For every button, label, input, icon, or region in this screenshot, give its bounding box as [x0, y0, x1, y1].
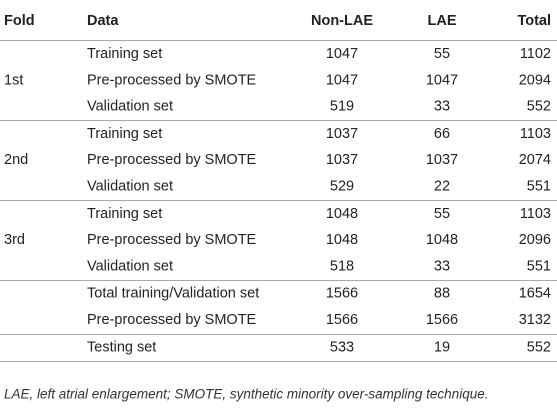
number-cell: 1566	[426, 312, 458, 328]
number-cell: 33	[434, 258, 450, 274]
number-cell: 1047	[326, 72, 358, 88]
row-label: Training set	[87, 46, 162, 62]
number-cell: 3132	[519, 312, 551, 328]
number-cell: 1037	[326, 126, 358, 142]
number-cell: 518	[330, 258, 354, 274]
fold-label: 3rd	[4, 232, 25, 248]
number-cell: 552	[527, 339, 551, 355]
number-cell: 33	[434, 99, 450, 115]
number-cell: 88	[434, 286, 450, 302]
row-label: Pre-processed by SMOTE	[87, 72, 257, 88]
number-cell: 55	[434, 206, 450, 222]
number-cell: 1654	[519, 286, 551, 302]
row-label: Validation set	[87, 178, 173, 194]
fold-label: 1st	[4, 72, 23, 88]
number-cell: 529	[330, 178, 354, 194]
number-cell: 551	[527, 258, 551, 274]
footnote: LAE, left atrial enlargement; SMOTE, syn…	[4, 387, 488, 402]
header-cell: Data	[87, 13, 119, 29]
row-label: Training set	[87, 126, 162, 142]
number-cell: 1048	[326, 232, 358, 248]
row-label: Pre-processed by SMOTE	[87, 312, 257, 328]
number-cell: 2094	[519, 72, 551, 88]
number-cell: 533	[330, 339, 354, 355]
number-cell: 1047	[326, 46, 358, 62]
row-label: Total training/Validation set	[87, 286, 259, 302]
number-cell: 519	[330, 99, 354, 115]
number-cell: 1048	[426, 232, 458, 248]
number-cell: 2096	[519, 232, 551, 248]
number-cell: 1037	[326, 152, 358, 168]
fold-label: 2nd	[4, 152, 28, 168]
row-label: Pre-processed by SMOTE	[87, 152, 257, 168]
row-label: Validation set	[87, 258, 173, 274]
row-label: Pre-processed by SMOTE	[87, 232, 257, 248]
number-cell: 1566	[326, 312, 358, 328]
number-cell: 1102	[520, 46, 551, 62]
number-cell: 1048	[326, 206, 358, 222]
number-cell: 55	[434, 46, 450, 62]
number-cell: 22	[434, 178, 450, 194]
header-cell: Total	[517, 13, 551, 29]
number-cell: 1566	[326, 286, 358, 302]
header-cell: Fold	[4, 13, 35, 29]
number-cell: 551	[527, 178, 551, 194]
row-label: Training set	[87, 206, 162, 222]
row-label: Testing set	[87, 339, 156, 355]
number-cell: 1047	[426, 72, 458, 88]
header-cell: Non-LAE	[311, 13, 373, 29]
number-cell: 66	[434, 126, 450, 142]
number-cell: 1103	[520, 206, 551, 222]
number-cell: 552	[527, 99, 551, 115]
row-label: Validation set	[87, 99, 173, 115]
number-cell: 1103	[520, 126, 551, 142]
number-cell: 2074	[519, 152, 551, 168]
number-cell: 1037	[426, 152, 458, 168]
header-cell: LAE	[428, 13, 457, 29]
number-cell: 19	[434, 339, 450, 355]
